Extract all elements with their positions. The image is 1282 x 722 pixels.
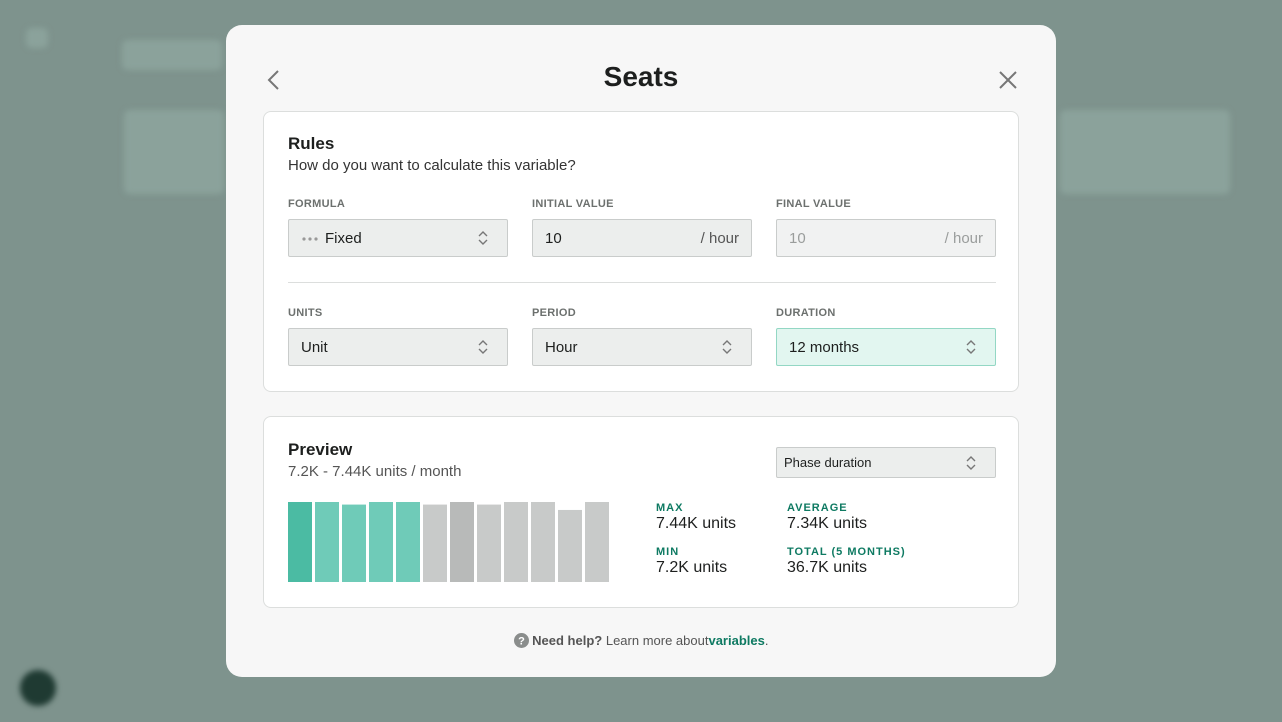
help-link[interactable]: variables: [708, 633, 765, 648]
preview-title: Preview: [288, 440, 353, 459]
dot: [314, 237, 318, 241]
back-button[interactable]: [266, 69, 282, 91]
help-question: Need help?: [532, 633, 603, 648]
bar: [315, 502, 339, 582]
bar: [342, 504, 366, 582]
field-label: PERIOD: [532, 307, 576, 319]
help-text: Learn more about: [605, 633, 709, 648]
select-chevron: [966, 340, 976, 354]
field-unit: / hour: [944, 230, 983, 247]
text-input: 10 / hour: [776, 219, 996, 257]
field-value: Unit: [301, 339, 328, 356]
stat-label: MAX: [656, 502, 684, 514]
field-label: FINAL VALUE: [776, 198, 852, 210]
field-label: INITIAL VALUE: [532, 198, 614, 210]
field-unit: / hour: [700, 230, 739, 247]
bar: [531, 502, 555, 582]
select[interactable]: Unit: [288, 328, 508, 366]
stat-value: 7.34K units: [787, 515, 868, 532]
bar: [369, 502, 393, 582]
bar: [585, 502, 609, 582]
dot: [302, 237, 306, 241]
field-value: Hour: [545, 339, 578, 356]
field-value: 10: [545, 230, 562, 247]
modal: Seats Rules How do you want to calculate…: [226, 25, 1056, 677]
preview-subtitle: 7.2K - 7.44K units / month: [288, 463, 462, 480]
help-icon: ?: [513, 633, 529, 648]
blurred-card: [1060, 110, 1230, 194]
stat-label: MIN: [656, 546, 680, 558]
close-button[interactable]: [999, 71, 1017, 89]
select-chevron: [478, 231, 488, 245]
help-suffix: .: [764, 633, 769, 648]
select[interactable]: Fixed: [288, 219, 508, 257]
blurred-avatar: [20, 670, 56, 706]
bar: [504, 502, 528, 582]
stat-value: 7.2K units: [656, 559, 728, 576]
select[interactable]: 12 months: [776, 328, 996, 366]
stat-label: AVERAGE: [787, 502, 848, 514]
field-value: Fixed: [325, 230, 362, 247]
bar: [450, 502, 474, 582]
help-footer: ? Need help? Learn more aboutvariables.: [226, 633, 1056, 648]
blurred-heading: [122, 40, 222, 70]
range-select-value: Phase duration: [784, 455, 872, 470]
bar: [558, 509, 582, 582]
range-select[interactable]: Phase duration: [776, 447, 996, 478]
select-chevron: [478, 340, 488, 354]
formula-icon: [302, 237, 318, 241]
field-value: 10: [789, 230, 806, 247]
bar: [477, 504, 501, 582]
stat-label: TOTAL (5 MONTHS): [787, 546, 906, 558]
bar: [423, 504, 447, 582]
blurred-icon: [26, 28, 48, 48]
preview-chart: [288, 502, 609, 582]
preview-card: Preview 7.2K - 7.44K units / month Phase…: [263, 416, 1019, 608]
field-label: UNITS: [288, 307, 323, 319]
stat-value: 7.44K units: [656, 515, 737, 532]
bar: [396, 502, 420, 582]
rules-title: Rules: [288, 134, 335, 153]
modal-title: Seats: [603, 61, 679, 92]
divider: [288, 282, 996, 283]
select-chevron: [722, 340, 732, 354]
rules-card: Rules How do you want to calculate this …: [263, 111, 1019, 392]
field-value: 12 months: [789, 339, 860, 356]
rules-subtitle: How do you want to calculate this variab…: [288, 157, 576, 174]
select[interactable]: Hour: [532, 328, 752, 366]
dot: [308, 237, 312, 241]
blurred-card: [124, 110, 224, 194]
stat-value: 36.7K units: [787, 559, 868, 576]
select-chevron: [966, 456, 976, 470]
field-label: DURATION: [776, 307, 836, 319]
bar: [288, 502, 312, 582]
text-input[interactable]: 10 / hour: [532, 219, 752, 257]
field-label: FORMULA: [288, 198, 346, 210]
svg-text:?: ?: [518, 636, 525, 648]
